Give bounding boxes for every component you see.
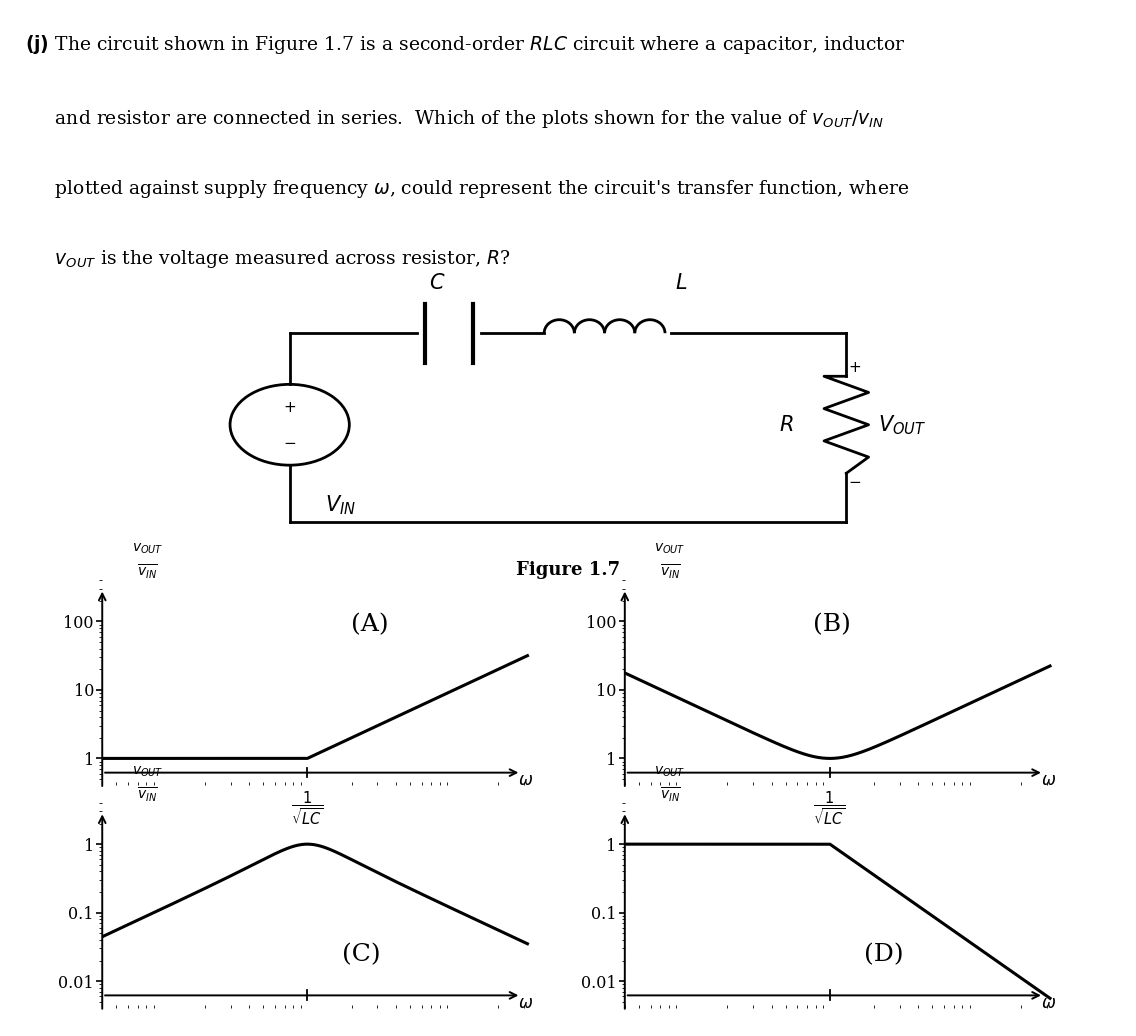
Text: $\overline{v_{IN}}$: $\overline{v_{IN}}$ bbox=[660, 785, 680, 804]
Text: $v_{OUT}$: $v_{OUT}$ bbox=[132, 542, 164, 556]
Text: $\omega$: $\omega$ bbox=[1041, 773, 1055, 789]
Text: $V_{OUT}$: $V_{OUT}$ bbox=[878, 413, 927, 436]
Text: (A): (A) bbox=[351, 613, 389, 636]
Text: and resistor are connected in series.  Which of the plots shown for the value of: and resistor are connected in series. Wh… bbox=[25, 108, 884, 131]
Text: $\omega$: $\omega$ bbox=[1041, 996, 1055, 1012]
Text: $\dfrac{1}{\sqrt{LC}}$: $\dfrac{1}{\sqrt{LC}}$ bbox=[813, 789, 846, 827]
Text: $\dfrac{1}{\sqrt{LC}}$: $\dfrac{1}{\sqrt{LC}}$ bbox=[291, 789, 324, 827]
Text: $\mathbf{(j)}$ The circuit shown in Figure 1.7 is a second-order $\mathit{RLC}$ : $\mathbf{(j)}$ The circuit shown in Figu… bbox=[25, 33, 905, 56]
Text: plotted against supply frequency $\omega$, could represent the circuit's transfe: plotted against supply frequency $\omega… bbox=[25, 178, 909, 200]
Text: $v_{OUT}$: $v_{OUT}$ bbox=[654, 542, 686, 556]
Text: $\omega$: $\omega$ bbox=[518, 996, 533, 1012]
Text: $\omega$: $\omega$ bbox=[518, 773, 533, 789]
Text: $\overline{v_{IN}}$: $\overline{v_{IN}}$ bbox=[660, 563, 680, 581]
Text: $v_{OUT}$ is the voltage measured across resistor, $R$?: $v_{OUT}$ is the voltage measured across… bbox=[25, 249, 510, 270]
Text: $v_{OUT}$: $v_{OUT}$ bbox=[654, 765, 686, 779]
Text: $\overline{v_{IN}}$: $\overline{v_{IN}}$ bbox=[137, 563, 158, 581]
Text: $+$: $+$ bbox=[847, 362, 861, 375]
Text: $\dfrac{1}{\sqrt{LC}}$: $\dfrac{1}{\sqrt{LC}}$ bbox=[291, 821, 324, 858]
Text: $-$: $-$ bbox=[283, 435, 296, 449]
Text: $\overline{v_{IN}}$: $\overline{v_{IN}}$ bbox=[137, 785, 158, 804]
Text: (B): (B) bbox=[813, 613, 851, 636]
Text: (D): (D) bbox=[864, 943, 903, 966]
Text: Figure 1.7: Figure 1.7 bbox=[516, 560, 620, 579]
Text: $\dfrac{1}{\sqrt{LC}}$: $\dfrac{1}{\sqrt{LC}}$ bbox=[813, 821, 846, 858]
Text: $C$: $C$ bbox=[428, 272, 445, 293]
Text: $v_{OUT}$: $v_{OUT}$ bbox=[132, 765, 164, 779]
Text: (C): (C) bbox=[342, 943, 381, 966]
Text: $R$: $R$ bbox=[779, 414, 794, 435]
Text: $L$: $L$ bbox=[675, 272, 687, 293]
Text: $V_{IN}$: $V_{IN}$ bbox=[326, 494, 357, 517]
Text: $-$: $-$ bbox=[847, 474, 861, 488]
Text: $+$: $+$ bbox=[283, 401, 296, 414]
